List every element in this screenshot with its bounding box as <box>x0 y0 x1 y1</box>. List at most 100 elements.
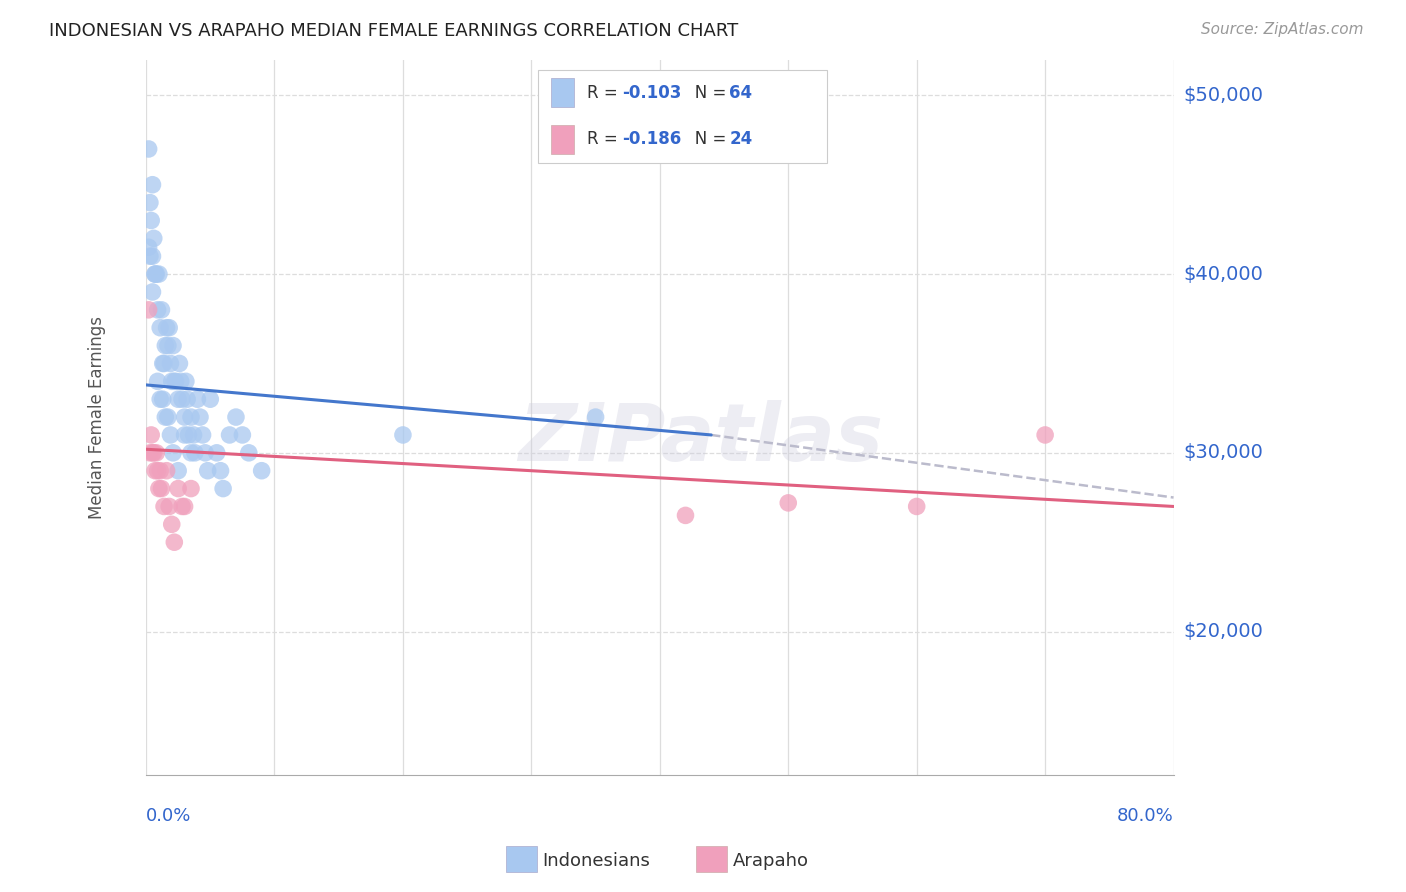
Point <box>160 375 183 389</box>
Point <box>153 356 176 370</box>
Point <box>145 267 167 281</box>
Point <box>141 428 163 442</box>
Text: Median Female Earnings: Median Female Earnings <box>89 316 107 518</box>
Point <box>157 500 180 514</box>
FancyBboxPatch shape <box>551 125 574 153</box>
Point <box>170 392 193 407</box>
Point <box>142 231 165 245</box>
Point <box>173 428 195 442</box>
Point <box>143 464 166 478</box>
Text: $30,000: $30,000 <box>1184 443 1264 462</box>
Text: R =: R = <box>586 130 623 148</box>
Point <box>174 375 197 389</box>
Text: $40,000: $40,000 <box>1184 265 1264 284</box>
Text: $20,000: $20,000 <box>1184 622 1264 641</box>
Point <box>157 320 180 334</box>
Point <box>149 320 172 334</box>
Point <box>152 392 174 407</box>
Text: $50,000: $50,000 <box>1184 86 1264 105</box>
Point <box>162 446 184 460</box>
Point <box>165 375 187 389</box>
FancyBboxPatch shape <box>551 78 574 107</box>
Text: Indonesians: Indonesians <box>543 852 651 870</box>
Point <box>170 500 193 514</box>
Point <box>225 410 247 425</box>
Point <box>141 249 163 263</box>
Point <box>180 410 202 425</box>
Point <box>180 482 202 496</box>
Point <box>142 446 165 460</box>
Point <box>148 267 170 281</box>
Point <box>141 285 163 299</box>
Point <box>173 410 195 425</box>
Point <box>169 356 191 370</box>
Point <box>200 392 222 407</box>
Point <box>205 446 228 460</box>
Text: 24: 24 <box>730 130 752 148</box>
Point <box>155 338 177 352</box>
Text: 64: 64 <box>730 84 752 102</box>
Point <box>141 446 163 460</box>
Point <box>585 410 607 425</box>
Point <box>1033 428 1056 442</box>
Text: Arapaho: Arapaho <box>733 852 808 870</box>
Point <box>238 446 260 460</box>
Point <box>159 356 181 370</box>
Point <box>209 464 232 478</box>
Point <box>905 500 928 514</box>
Point <box>186 392 208 407</box>
Point <box>212 482 235 496</box>
Point <box>167 482 190 496</box>
Point <box>177 428 200 442</box>
Point <box>155 320 177 334</box>
Point <box>392 428 415 442</box>
Point <box>139 249 162 263</box>
Text: 80.0%: 80.0% <box>1116 806 1174 825</box>
Point <box>155 410 177 425</box>
Text: ZIPatlas: ZIPatlas <box>519 400 883 477</box>
Point <box>163 375 186 389</box>
Text: Source: ZipAtlas.com: Source: ZipAtlas.com <box>1201 22 1364 37</box>
Point <box>159 428 181 442</box>
Point <box>170 375 193 389</box>
Point <box>152 356 174 370</box>
Point <box>149 392 172 407</box>
Point <box>163 535 186 549</box>
Point <box>167 392 190 407</box>
Point <box>194 446 217 460</box>
Point <box>139 446 162 460</box>
Point <box>139 195 162 210</box>
Point <box>153 500 176 514</box>
Point <box>141 178 163 192</box>
Point <box>156 410 179 425</box>
Point <box>250 464 273 478</box>
Point <box>218 428 240 442</box>
Point <box>162 338 184 352</box>
Point <box>145 446 167 460</box>
Text: R =: R = <box>586 84 623 102</box>
Point <box>146 464 169 478</box>
Text: 0.0%: 0.0% <box>146 806 191 825</box>
Point <box>150 482 173 496</box>
Text: N =: N = <box>679 84 731 102</box>
Point <box>778 496 800 510</box>
Text: -0.103: -0.103 <box>623 84 682 102</box>
Point <box>191 428 214 442</box>
Point <box>149 464 172 478</box>
Point <box>150 302 173 317</box>
Point <box>675 508 697 523</box>
Point <box>146 302 169 317</box>
Point <box>188 410 211 425</box>
Point <box>143 267 166 281</box>
Point <box>231 428 253 442</box>
Point <box>184 446 207 460</box>
Point <box>138 240 160 254</box>
Point <box>143 267 166 281</box>
Text: N =: N = <box>679 130 731 148</box>
Point <box>146 375 169 389</box>
Point <box>138 302 160 317</box>
Point <box>180 446 202 460</box>
Point <box>167 464 190 478</box>
Point <box>173 500 195 514</box>
FancyBboxPatch shape <box>537 70 827 163</box>
